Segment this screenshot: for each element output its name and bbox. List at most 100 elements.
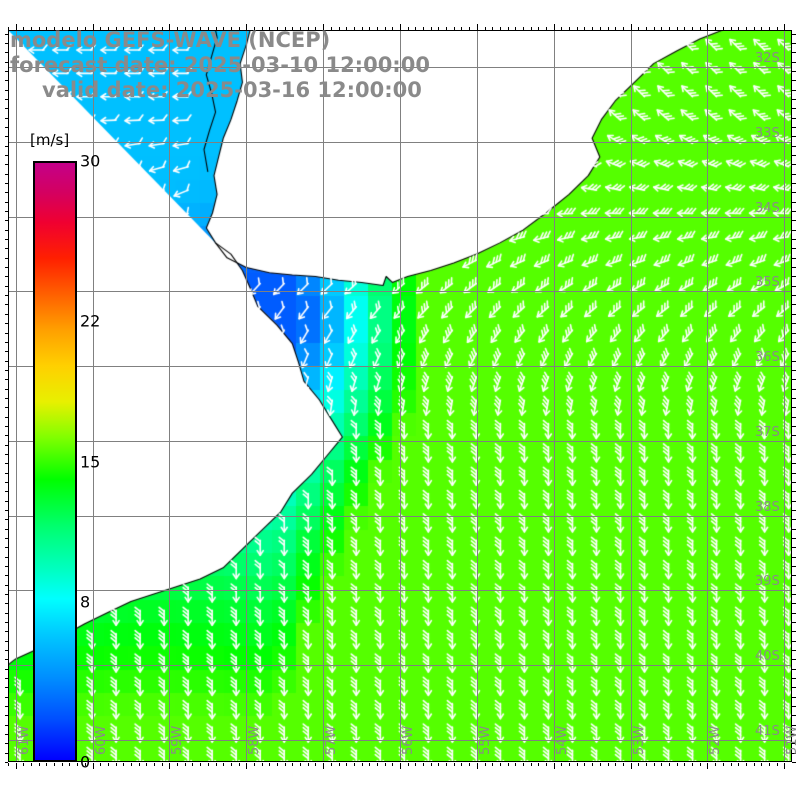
y-tick [5,155,8,156]
x-tick [469,27,470,30]
x-tick [638,763,639,766]
x-tick [385,763,386,766]
x-tick [631,24,632,30]
gridline-meridian [784,30,785,762]
x-tick [315,763,316,766]
x-tick [661,27,662,30]
x-tick [200,27,201,30]
y-tick [5,407,8,408]
x-tick [300,763,301,766]
y-tick [5,304,8,305]
y-tick [5,641,8,642]
y-tick [5,351,8,352]
x-tick [346,763,347,766]
y-tick [792,407,796,408]
y-tick [792,529,796,530]
y-tick [5,510,8,511]
y-tick [792,473,796,474]
y-tick [5,71,8,72]
x-tick [646,763,647,766]
x-tick [623,27,624,30]
x-tick [523,27,524,30]
x-tick [538,763,539,766]
x-tick [131,763,132,766]
x-tick [231,27,232,30]
y-tick [792,389,796,390]
y-tick [5,127,8,128]
x-tick [369,763,370,766]
y-tick [5,323,8,324]
y-tick [792,314,796,315]
y-axis-label: 34S [755,200,780,216]
x-tick [669,763,670,766]
y-tick [5,267,8,268]
x-tick [8,763,9,766]
x-tick [100,27,101,30]
x-tick [131,27,132,30]
y-axis-label: 32S [755,51,780,67]
x-tick [646,27,647,30]
x-axis-label: 61W [16,725,32,755]
y-tick [5,118,8,119]
x-tick [531,763,532,766]
x-tick [754,763,755,766]
y-tick [792,715,796,716]
x-tick [254,27,255,30]
x-tick [438,27,439,30]
y-tick [792,547,796,548]
x-tick [446,763,447,766]
x-tick [354,763,355,766]
x-tick [308,27,309,30]
y-tick [5,650,8,651]
x-tick [346,27,347,30]
y-axis-label: 41S [755,723,780,739]
x-tick [323,763,324,769]
x-tick [769,27,770,30]
x-tick [523,763,524,766]
y-tick [5,557,8,558]
gridline-parallel [8,366,792,367]
y-tick [792,659,796,660]
x-tick [777,27,778,30]
y-tick [5,473,8,474]
x-tick [492,763,493,766]
x-tick [323,24,324,30]
x-tick [377,27,378,30]
x-tick [85,763,86,766]
y-tick [792,678,796,679]
y-tick [792,220,796,221]
y-tick [5,659,8,660]
y-tick [5,108,8,109]
x-tick [146,27,147,30]
y-tick [792,762,796,763]
x-tick [385,27,386,30]
x-tick [308,763,309,766]
x-tick [39,27,40,30]
x-tick [177,27,178,30]
x-tick [85,27,86,30]
x-tick [654,763,655,766]
y-tick [792,650,796,651]
gridline-parallel [8,441,792,442]
x-tick [246,763,247,769]
y-tick [5,239,8,240]
x-tick [8,27,9,30]
x-tick [546,27,547,30]
y-tick [5,146,8,147]
y-tick [792,71,796,72]
x-tick [262,763,263,766]
y-tick [792,613,796,614]
x-tick [454,27,455,30]
y-tick [5,706,8,707]
y-tick [792,43,796,44]
x-tick [546,763,547,766]
colorbar-tick: 22 [80,311,101,331]
y-tick [792,192,796,193]
x-tick [231,763,232,766]
x-tick [638,27,639,30]
y-tick [792,538,796,539]
y-tick [5,34,8,35]
x-tick [615,763,616,766]
y-tick [5,566,8,567]
x-tick [339,27,340,30]
